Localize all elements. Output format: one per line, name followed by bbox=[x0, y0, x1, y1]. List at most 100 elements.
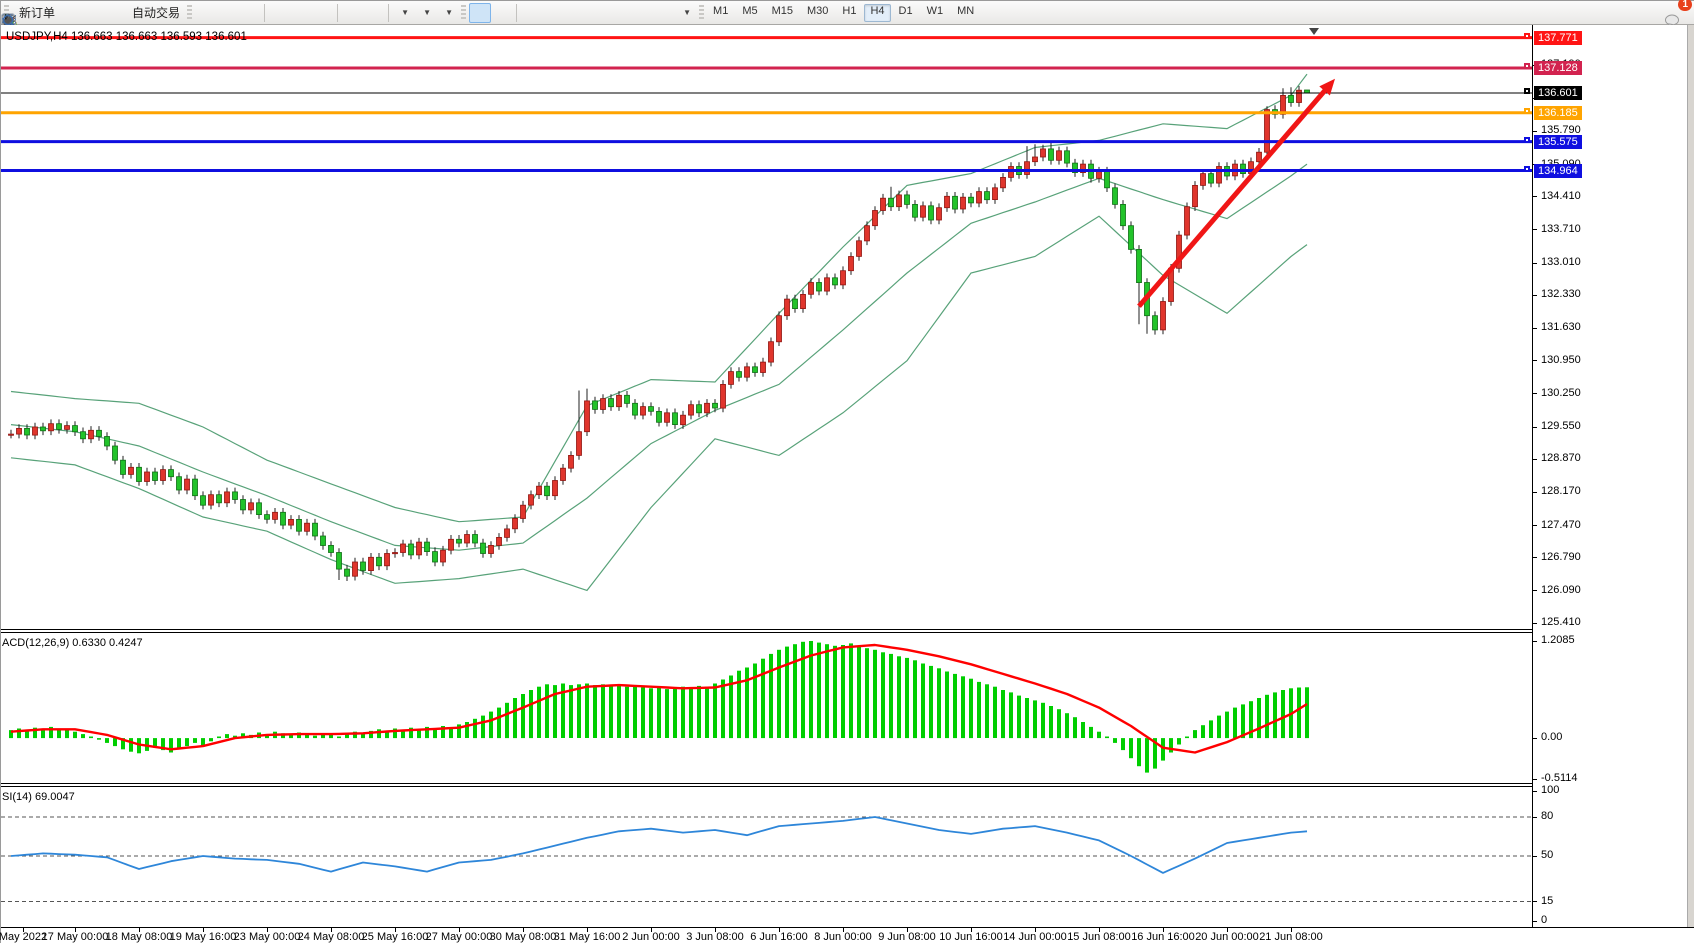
time-tick-mark bbox=[651, 928, 652, 932]
macd-label: ACD(12,26,9) 0.6330 0.4247 bbox=[2, 637, 143, 649]
search-button[interactable] bbox=[2, 3, 1653, 28]
timeframe-button-m30[interactable]: M30 bbox=[807, 4, 829, 17]
toolbar-drag-handle[interactable] bbox=[4, 4, 9, 21]
indicators-dropdown[interactable]: ▼ bbox=[1, 3, 414, 29]
macd-tick-label: -0.5114 bbox=[1541, 772, 1578, 784]
zoom-out-button[interactable] bbox=[3, 3, 312, 28]
text-label-tool-button[interactable]: T bbox=[2, 3, 674, 28]
timeframe-button-m1[interactable]: M1 bbox=[713, 4, 729, 17]
rsi-indicator-panel[interactable]: SI(14) 69.0047 bbox=[1, 787, 1532, 927]
price-tick-label: 128.170 bbox=[1541, 485, 1581, 497]
chart-shift-marker-icon[interactable] bbox=[1309, 28, 1319, 35]
rsi-tick-mark bbox=[1533, 921, 1537, 922]
timeframe-button-mn[interactable]: MN bbox=[957, 4, 975, 17]
price-tick-mark bbox=[1533, 525, 1537, 526]
price-tag: 136.601 bbox=[1534, 86, 1582, 100]
time-axis-label: 20 Jun 00:00 bbox=[1195, 931, 1259, 943]
time-axis-label: 3 Jun 08:00 bbox=[686, 931, 744, 943]
trendline-tool-button[interactable] bbox=[2, 3, 586, 27]
toolbar-drag-handle[interactable] bbox=[187, 4, 193, 21]
panel-separator[interactable] bbox=[1, 629, 1532, 633]
bollinger-lower-band bbox=[10, 215, 1308, 592]
time-tick-mark bbox=[843, 928, 844, 932]
price-tick-mark bbox=[1533, 393, 1537, 394]
rsi-tick-label: 100 bbox=[1541, 784, 1560, 796]
gold-deposit-button[interactable] bbox=[2, 3, 81, 28]
toolbar-drag-handle[interactable] bbox=[699, 4, 705, 21]
time-tick-mark bbox=[75, 928, 76, 932]
equidistant-channel-tool-button[interactable]: E bbox=[1, 3, 608, 29]
time-axis-label: May 2022 bbox=[0, 931, 48, 943]
cursor-tool-button[interactable] bbox=[5, 2, 492, 28]
trend-arrow[interactable] bbox=[1137, 78, 1335, 308]
templates-dropdown[interactable]: ▼ bbox=[2, 3, 458, 27]
rsi-tick-label: 80 bbox=[1541, 810, 1554, 822]
time-axis-label: 10 Jun 16:00 bbox=[939, 931, 1003, 943]
time-axis-label: 23 May 00:00 bbox=[233, 931, 301, 943]
candlestick-chart-type-button[interactable] bbox=[3, 3, 239, 28]
time-axis[interactable]: May 2022 17 May 00:00 18 May 08:00 19 May 1… bbox=[0, 927, 1694, 943]
rsi-label: SI(14) 69.0047 bbox=[2, 791, 75, 803]
timeframe-button-h1[interactable]: H1 bbox=[842, 4, 857, 17]
signals-button[interactable] bbox=[3, 3, 125, 26]
time-axis-label: 31 May 16:00 bbox=[553, 931, 621, 943]
text-tool-button[interactable]: A bbox=[5, 3, 652, 28]
horizontal-line-tool-button[interactable] bbox=[2, 3, 564, 23]
rsi-tick-label: 50 bbox=[1541, 849, 1554, 861]
panel-separator[interactable] bbox=[1, 783, 1532, 787]
timeframe-button-m15[interactable]: M15 bbox=[771, 4, 793, 17]
notifications-button[interactable]: 1 bbox=[1663, 0, 1692, 29]
price-tick-label: 128.870 bbox=[1541, 452, 1581, 464]
price-line-anchor[interactable] bbox=[1524, 137, 1530, 143]
price-axis[interactable]: 137.190136.490135.790135.090134.410133.7… bbox=[1524, 25, 1687, 943]
price-tick-label: 132.330 bbox=[1541, 288, 1581, 300]
zoom-in-button[interactable] bbox=[3, 3, 290, 28]
time-axis-label: 17 May 00:00 bbox=[41, 931, 109, 943]
price-tick-mark bbox=[1533, 623, 1537, 624]
time-tick-mark bbox=[395, 928, 396, 932]
dropdown-caret-icon: ▼ bbox=[683, 8, 691, 17]
macd-tick-mark bbox=[1533, 779, 1537, 780]
fibonacci-tool-button[interactable]: F bbox=[2, 3, 630, 29]
periods-dropdown[interactable]: ▼ bbox=[2, 3, 436, 28]
auto-scroll-button[interactable] bbox=[2, 3, 363, 27]
price-line-anchor[interactable] bbox=[1524, 63, 1530, 69]
timeframe-button-m5[interactable]: M5 bbox=[742, 4, 758, 17]
price-tag: 137.128 bbox=[1534, 61, 1582, 75]
new-order-button[interactable]: 新订单 bbox=[2, 3, 59, 28]
price-tick-mark bbox=[1533, 229, 1537, 230]
chart-title: USDJPY,H4 136.663 136.663 136.593 136.60… bbox=[6, 31, 247, 43]
chart-shift-button[interactable] bbox=[2, 3, 385, 28]
account-button[interactable] bbox=[2, 3, 103, 27]
macd-indicator-panel[interactable]: ACD(12,26,9) 0.6330 0.4247 bbox=[1, 633, 1532, 783]
arrows-dropdown[interactable]: ▼ bbox=[4, 3, 696, 25]
timeframe-button-d1[interactable]: D1 bbox=[898, 4, 913, 17]
bollinger-bands bbox=[10, 73, 1308, 592]
crosshair-tool-button[interactable] bbox=[2, 3, 513, 28]
timeframe-button-h4[interactable]: H4 bbox=[864, 3, 891, 22]
price-tick-mark bbox=[1533, 557, 1537, 558]
time-axis-label: 27 May 00:00 bbox=[425, 931, 493, 943]
line-chart-type-button[interactable] bbox=[2, 3, 261, 25]
tile-windows-button[interactable] bbox=[3, 3, 334, 27]
main-price-chart[interactable]: USDJPY,H4 136.663 136.663 136.593 136.60… bbox=[1, 25, 1532, 629]
macd-tick-label: 1.2085 bbox=[1541, 634, 1575, 646]
price-tick-label: 130.950 bbox=[1541, 354, 1581, 366]
bar-chart-type-button[interactable] bbox=[3, 3, 217, 26]
price-line-anchor[interactable] bbox=[1524, 166, 1530, 172]
price-line-anchor[interactable] bbox=[1524, 88, 1530, 94]
vertical-line-tool-button[interactable] bbox=[8, 3, 542, 28]
price-tick-label: 126.790 bbox=[1541, 551, 1581, 563]
window-edge-strip bbox=[1687, 25, 1694, 943]
price-line-anchor[interactable] bbox=[1524, 33, 1530, 39]
price-tick-mark bbox=[1533, 360, 1537, 361]
autotrading-button[interactable]: 自动交易 bbox=[2, 3, 184, 27]
price-line-anchor[interactable] bbox=[1524, 108, 1530, 114]
time-tick-mark bbox=[523, 928, 524, 932]
time-tick-mark bbox=[715, 928, 716, 932]
price-tick-mark bbox=[1533, 427, 1537, 428]
rsi-tick-label: 0 bbox=[1541, 914, 1548, 926]
timeframe-button-w1[interactable]: W1 bbox=[926, 4, 944, 17]
toolbar-drag-handle[interactable] bbox=[461, 4, 467, 21]
